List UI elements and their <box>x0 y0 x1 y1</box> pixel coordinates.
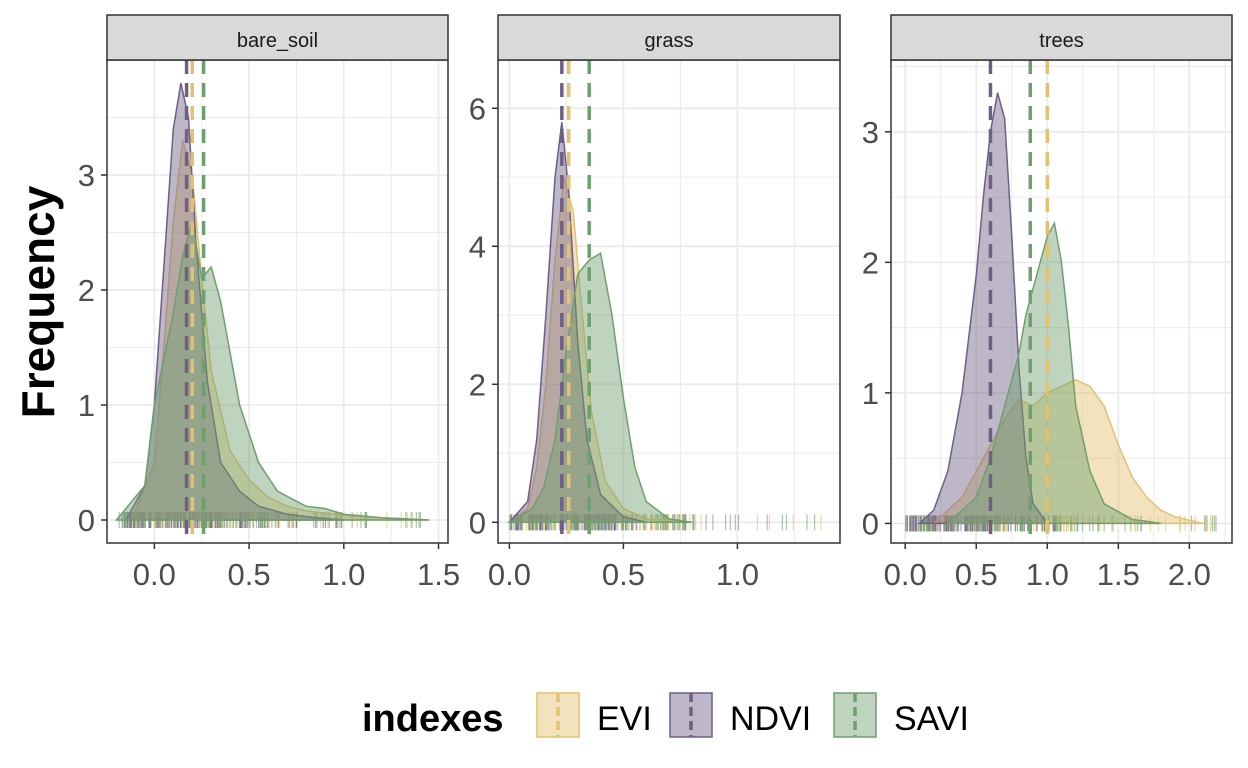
y-tick-label: 1 <box>862 376 879 411</box>
strip-label: bare_soil <box>237 30 318 52</box>
x-tick-label: 1.0 <box>322 557 365 592</box>
y-tick-label: 3 <box>78 158 95 193</box>
panel-background <box>498 60 840 543</box>
rug-savi <box>905 515 1217 532</box>
density-ndvi <box>507 122 647 524</box>
panel-background <box>891 60 1232 543</box>
legend-key-savi <box>833 692 877 738</box>
x-tick-label: 2.0 <box>1168 557 1211 592</box>
density-savi <box>506 251 692 524</box>
density-ndvi <box>124 82 344 521</box>
minor-grid <box>107 60 448 543</box>
facet-trees: trees 0.0 0.5 1.0 1.5 2.0 0 1 2 3 <box>862 14 1233 592</box>
y-tick-label: 3 <box>862 115 879 150</box>
strip-label: grass <box>645 30 694 52</box>
y-axis-title: Frequency <box>12 185 64 418</box>
legend-label-savi: SAVI <box>894 700 969 738</box>
y-tick-label: 1 <box>78 388 95 423</box>
minor-grid <box>891 60 1232 543</box>
y-tick-label: 0 <box>862 506 879 541</box>
strip-background <box>497 14 841 61</box>
facet-grass: grass 0.0 0.5 1.0 0 2 4 6 <box>469 14 841 592</box>
y-tick-label: 0 <box>78 503 95 538</box>
x-tick-label: 1.0 <box>1026 557 1069 592</box>
x-tick-label: 1.0 <box>716 557 759 592</box>
y-tick-label: 0 <box>469 505 486 540</box>
legend-title: indexes <box>362 698 504 740</box>
legend-label-evi: EVI <box>597 700 652 738</box>
x-tick-label: 1.5 <box>1097 557 1140 592</box>
x-tick-label: 0.5 <box>602 557 645 592</box>
density-evi <box>931 378 1204 525</box>
x-tick-label: 1.5 <box>417 557 460 592</box>
legend-key-ndvi <box>669 692 713 738</box>
x-tick-label: 0.5 <box>228 557 271 592</box>
legend: indexes EVI NDVI SAVI <box>362 692 969 740</box>
legend-key-evi <box>536 692 580 738</box>
y-tick-label: 4 <box>469 229 486 264</box>
strip-background <box>890 14 1233 61</box>
facet-bare_soil: bare_soil 0.0 0.5 1.0 1.5 0 1 2 3 <box>78 14 460 592</box>
x-tick-label: 0.0 <box>884 557 927 592</box>
y-tick-label: 2 <box>78 273 95 308</box>
y-tick-label: 2 <box>862 245 879 280</box>
legend-label-ndvi: NDVI <box>730 700 811 738</box>
density-evi <box>130 140 430 521</box>
y-tick-label: 2 <box>469 367 486 402</box>
facets-group: bare_soil 0.0 0.5 1.0 1.5 0 1 2 3 grass 0.0 0.5 1.0 0… <box>78 14 1233 592</box>
x-tick-label: 0.0 <box>133 557 176 592</box>
minor-grid <box>498 60 840 543</box>
x-tick-label: 0.5 <box>955 557 998 592</box>
x-tick-label: 0.0 <box>488 557 531 592</box>
strip-label: trees <box>1039 30 1083 52</box>
y-tick-label: 6 <box>469 91 486 126</box>
density-ndvi <box>917 92 1049 525</box>
major-grid <box>107 60 448 543</box>
density-savi <box>945 220 1162 525</box>
density-savi <box>114 220 430 521</box>
strip-background <box>106 14 449 61</box>
